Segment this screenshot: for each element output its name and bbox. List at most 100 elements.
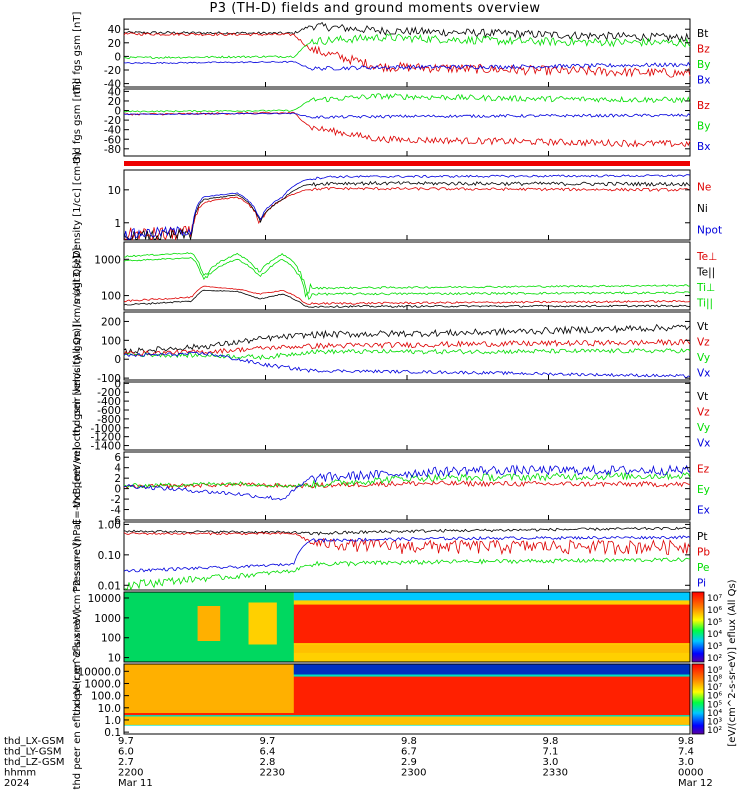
colorbar-tick-label: 10³ bbox=[707, 642, 722, 652]
legend-Vt: Vt bbox=[697, 321, 708, 333]
status-bar bbox=[124, 161, 690, 166]
y-tick-label: -100 bbox=[97, 373, 121, 385]
series-line-Bx bbox=[123, 60, 691, 71]
colorbar-tick-label: 10⁵ bbox=[707, 618, 722, 628]
series-line-Vz bbox=[123, 338, 691, 356]
ephemeris-value: 2.8 bbox=[260, 757, 276, 768]
y-tick-label: 40 bbox=[108, 86, 121, 98]
ephemeris-value: 9.8 bbox=[543, 736, 559, 747]
y-tick-label: 1.0 bbox=[104, 715, 121, 727]
panel-frame bbox=[123, 169, 691, 241]
y-tick-label: 0 bbox=[114, 51, 121, 63]
y-tick-label: -40 bbox=[104, 125, 121, 137]
y-tick-label: 10000 bbox=[88, 593, 121, 605]
legend-By: By bbox=[697, 121, 710, 133]
y-tick-label: 200 bbox=[101, 316, 121, 328]
ephemeris-value: 2230 bbox=[260, 768, 285, 779]
legend-By: By bbox=[697, 59, 710, 71]
colorbar bbox=[691, 663, 705, 735]
spectrogram-band bbox=[124, 644, 690, 653]
colorbar-tick-label: 10⁸ bbox=[707, 675, 722, 685]
y-tick-label: 20 bbox=[108, 38, 121, 50]
ephemeris-label: hhmm bbox=[4, 768, 36, 779]
panel-frame bbox=[123, 18, 691, 88]
colorbar-tick-label: 10⁴ bbox=[707, 709, 722, 719]
y-axis-label: thd peir en eflux eV (cm^2-s-sr-eV) bbox=[72, 538, 83, 716]
colorbar-tick-label: 10⁹ bbox=[707, 666, 722, 676]
ephemeris-label: thd_LY-GSM bbox=[4, 747, 61, 758]
ephemeris-value: 3.0 bbox=[678, 757, 694, 768]
legend-Ne: Ne bbox=[697, 182, 711, 194]
panel-frame bbox=[123, 241, 691, 311]
ephemeris-value: 3.0 bbox=[543, 757, 559, 768]
series-line-Te|| bbox=[123, 289, 691, 308]
y-axis-label: thd peer en eflux eV (cm^2-s-sr-eV) bbox=[72, 608, 83, 789]
panel-frame bbox=[123, 381, 691, 451]
legend-Vt: Vt bbox=[697, 391, 708, 403]
legend-Ez: Ez bbox=[697, 463, 710, 475]
y-tick-label: -6 bbox=[111, 515, 122, 527]
legend-Npot: Npot bbox=[697, 224, 722, 236]
legend-Te⊥: Te⊥ bbox=[696, 251, 717, 263]
colorbar-tick-label: 10⁴ bbox=[707, 630, 722, 640]
y-axis-label: thd fgs gsm [nT] bbox=[72, 12, 83, 95]
y-axis-label: E=-VxB [mV/m] bbox=[72, 447, 83, 525]
colorbar-tick-label: 10² bbox=[707, 654, 722, 664]
y-tick-label: 0.1 bbox=[104, 727, 121, 739]
panel-frame bbox=[123, 88, 691, 157]
y-axis-label: thd fgs gsm [nT] bbox=[72, 81, 83, 164]
legend-Vy: Vy bbox=[697, 422, 710, 434]
series-line-Npot bbox=[123, 174, 691, 240]
ephemeris-value: 6.4 bbox=[260, 747, 276, 758]
y-tick-label: -80 bbox=[104, 144, 121, 156]
legend-Pb: Pb bbox=[697, 546, 710, 558]
series-line-Bt bbox=[123, 21, 691, 43]
series-line-Ti|| bbox=[123, 257, 691, 301]
y-axis-label: Density [1/cc] [cm-3] bbox=[72, 152, 83, 258]
y-tick-label: 0 bbox=[114, 484, 121, 496]
series-line-Ti⊥ bbox=[123, 252, 691, 294]
ephemeris-value: 6.0 bbox=[118, 747, 134, 758]
legend-Ex: Ex bbox=[697, 505, 710, 517]
panel-4: 1000 100 magt3 [eV] Te⊥ Te|| Ti⊥ Ti|| bbox=[72, 241, 717, 311]
colorbar-tick-label: 10³ bbox=[707, 717, 722, 727]
ephemeris-value: 2.7 bbox=[118, 757, 134, 768]
spectrogram-band bbox=[124, 725, 690, 734]
legend-Pi: Pi bbox=[697, 577, 706, 589]
legend-Ey: Ey bbox=[697, 484, 710, 496]
y-tick-label: 100.0 bbox=[91, 691, 121, 703]
colorbar-tick-label: 10⁶ bbox=[707, 606, 722, 616]
ephemeris-value: 9.7 bbox=[118, 736, 134, 747]
y-tick-label: 4 bbox=[114, 463, 121, 475]
spectrogram-band bbox=[293, 592, 690, 601]
y-tick-label: 0 bbox=[114, 354, 121, 366]
legend-Pe: Pe bbox=[697, 562, 709, 574]
y-tick-label: 10000.0 bbox=[78, 666, 121, 678]
y-tick-label: 6 bbox=[114, 452, 121, 464]
y-axis-label: thd peir velocity gsm [km/s (All Qs)] bbox=[72, 256, 83, 437]
legend-Vy: Vy bbox=[697, 352, 710, 364]
y-tick-label: 0 bbox=[114, 378, 121, 390]
ephemeris-value: 9.8 bbox=[401, 736, 417, 747]
y-tick-label: 100 bbox=[101, 335, 121, 347]
legend-Ni: Ni bbox=[697, 203, 708, 215]
ephemeris-value: 2330 bbox=[543, 768, 568, 779]
y-tick-label: 100 bbox=[101, 291, 121, 303]
legend-Bz: Bz bbox=[697, 43, 710, 55]
y-tick-label: 1000 bbox=[94, 613, 121, 625]
legend-Bt: Bt bbox=[697, 28, 708, 40]
series-line-Bz bbox=[123, 111, 691, 148]
legend-Vz: Vz bbox=[697, 406, 710, 418]
ephemeris-value: 0000 bbox=[678, 768, 703, 779]
series-line-Ex bbox=[123, 464, 691, 501]
series-line-Pb bbox=[123, 532, 691, 556]
series-line-Pt bbox=[123, 526, 691, 536]
y-tick-label: 1000.0 bbox=[84, 678, 121, 690]
legend-Ti||: Ti|| bbox=[696, 297, 713, 309]
series-line-Vx bbox=[123, 351, 691, 378]
ephemeris-value: 6.7 bbox=[401, 747, 417, 758]
y-tick-label: -400 bbox=[97, 396, 121, 408]
series-line-Te⊥ bbox=[123, 285, 691, 305]
y-tick-label: -1000 bbox=[90, 423, 121, 435]
